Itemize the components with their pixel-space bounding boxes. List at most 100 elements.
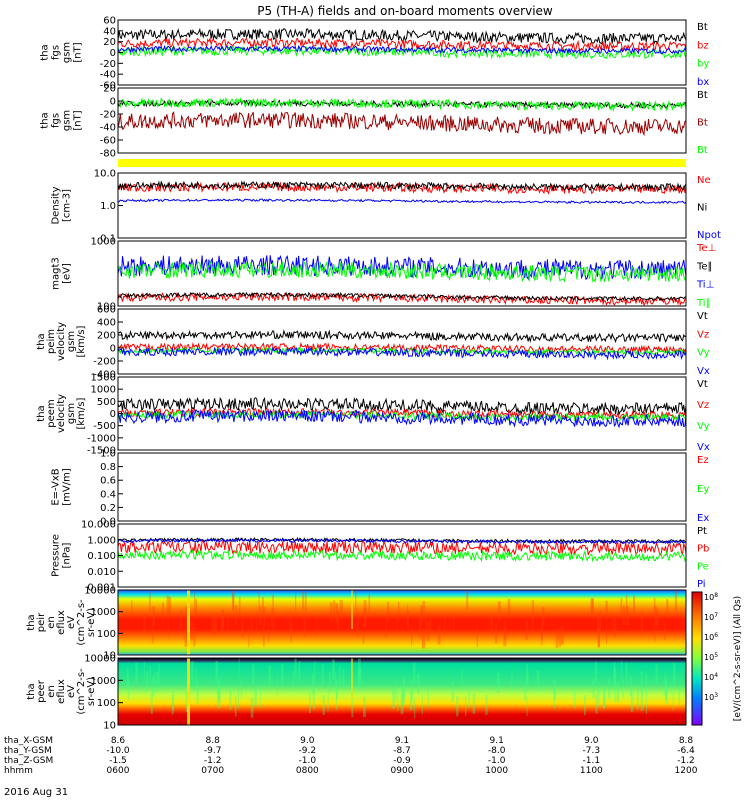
spectrogram-texture — [465, 695, 467, 716]
spectrogram-texture — [507, 598, 511, 619]
spectrogram-texture — [149, 666, 152, 687]
y-tick-label: 10 — [103, 721, 116, 732]
series-line-Ni — [118, 180, 686, 193]
y-axis-label: fgs — [51, 113, 62, 128]
legend-entry: Bt — [697, 145, 708, 156]
spectrogram-texture — [385, 617, 387, 638]
spectrogram-texture — [263, 627, 265, 647]
spectrogram-texture — [403, 684, 406, 705]
series-group — [118, 27, 686, 60]
y-tick-label: -40 — [100, 123, 116, 134]
series-line-Te⊥ — [118, 291, 686, 306]
y-tick-label: 1.000 — [87, 535, 116, 546]
spectrogram-texture — [131, 600, 133, 620]
spectrogram-texture — [466, 590, 469, 610]
spectrogram-texture — [234, 696, 237, 717]
spectrogram-texture — [335, 679, 339, 700]
y-tick-label: 0.010 — [87, 567, 116, 578]
spectrogram-texture — [218, 678, 220, 699]
spectrogram-texture — [359, 667, 362, 688]
spectrogram-texture — [451, 681, 455, 703]
series-line-Vt — [118, 396, 686, 416]
spectrogram-texture — [420, 605, 423, 626]
spectrogram-texture — [195, 669, 198, 690]
spectrogram-texture — [626, 606, 629, 627]
y-tick-label: 500 — [97, 397, 116, 408]
y-axis-label: gsm — [62, 110, 73, 131]
spectrogram-texture — [167, 617, 169, 637]
spectrogram-texture — [191, 661, 194, 682]
orbit-row-value: -1.5 — [109, 756, 127, 766]
spectrogram-texture — [654, 622, 656, 642]
spectrogram-texture — [625, 594, 628, 615]
spectrogram-texture — [315, 617, 317, 637]
spectrogram-texture — [553, 679, 556, 700]
spectrogram-texture — [503, 626, 507, 647]
spectrogram-texture — [356, 617, 359, 638]
spectrogram-spike — [187, 658, 190, 725]
orbit-row-value: 9.0 — [300, 736, 315, 746]
y-axis-label: velocity — [56, 394, 67, 433]
y-axis-label: tha — [36, 333, 47, 349]
spectrogram-texture — [597, 628, 600, 648]
spectrogram-texture — [422, 600, 426, 621]
spectrogram-texture — [336, 603, 339, 624]
panel-fgs-gsm-2 — [117, 87, 687, 154]
y-tick-label: -200 — [93, 357, 116, 368]
y-tick-label: 0.4 — [100, 489, 116, 500]
spectrogram-texture — [426, 621, 430, 642]
spectrogram-texture — [295, 593, 297, 613]
y-axis-label: E=-VxB — [51, 468, 62, 505]
panel-peim-velocity — [117, 308, 687, 375]
spectrogram-texture — [322, 694, 325, 716]
legend-entry: Vy — [697, 421, 710, 432]
spectrogram-texture — [531, 612, 534, 633]
y-tick-label: 1000 — [91, 676, 116, 687]
legend-entry: Pt — [697, 526, 707, 537]
spectrogram-texture — [636, 689, 639, 710]
spectrogram-texture — [645, 693, 648, 714]
orbit-row-value: 0700 — [201, 766, 224, 776]
y-tick-label: 400 — [97, 318, 116, 329]
chart-title: P5 (TH-A) fields and on-board moments ov… — [257, 4, 553, 18]
orbit-row-value: 0800 — [296, 766, 319, 776]
y-tick-label: 10.000 — [81, 520, 116, 531]
spectrogram-texture — [338, 665, 341, 686]
spectrogram-texture — [603, 688, 606, 709]
series-line-Pi — [118, 537, 686, 545]
spectrogram — [118, 658, 686, 725]
panel-peir-spectrogram — [117, 589, 687, 656]
spectrogram-texture — [290, 622, 293, 643]
spectrogram-texture — [640, 690, 644, 711]
y-axis-label: en — [46, 685, 57, 698]
series-line-Ti∥ — [118, 260, 686, 284]
spectrogram-texture — [672, 690, 674, 711]
spectrogram-texture — [335, 603, 338, 623]
spectrogram-texture — [289, 611, 292, 631]
spectrogram-texture — [231, 590, 235, 610]
spectrogram-texture — [591, 598, 594, 618]
y-axis-label: (cm^2-s- — [76, 599, 87, 646]
spectrogram-texture — [196, 684, 199, 705]
spectrogram-texture — [185, 606, 188, 627]
y-tick-label: 1000 — [91, 385, 116, 396]
y-axis-label: [cm-3] — [62, 189, 73, 222]
spectrogram-texture — [540, 620, 543, 641]
legend-entry: Te∥ — [696, 261, 713, 272]
spectrogram-texture — [409, 690, 413, 711]
y-tick-label: 0.001 — [87, 583, 116, 594]
spectrogram-texture — [490, 613, 493, 634]
series-line-bx — [118, 44, 686, 55]
spectrogram-texture — [168, 597, 172, 617]
spectrogram-texture — [414, 697, 416, 718]
series-group — [118, 180, 686, 204]
spectrogram-texture — [143, 614, 146, 634]
y-axis-label: eflux — [56, 610, 67, 635]
spectrogram-texture — [329, 602, 333, 622]
panel-frame — [117, 657, 687, 726]
legend-entry: by — [697, 59, 709, 70]
spectrogram-texture — [476, 627, 479, 648]
spectrogram-texture — [655, 663, 658, 684]
legend-entry: Ne — [697, 175, 711, 186]
spectrogram-texture — [397, 690, 399, 712]
